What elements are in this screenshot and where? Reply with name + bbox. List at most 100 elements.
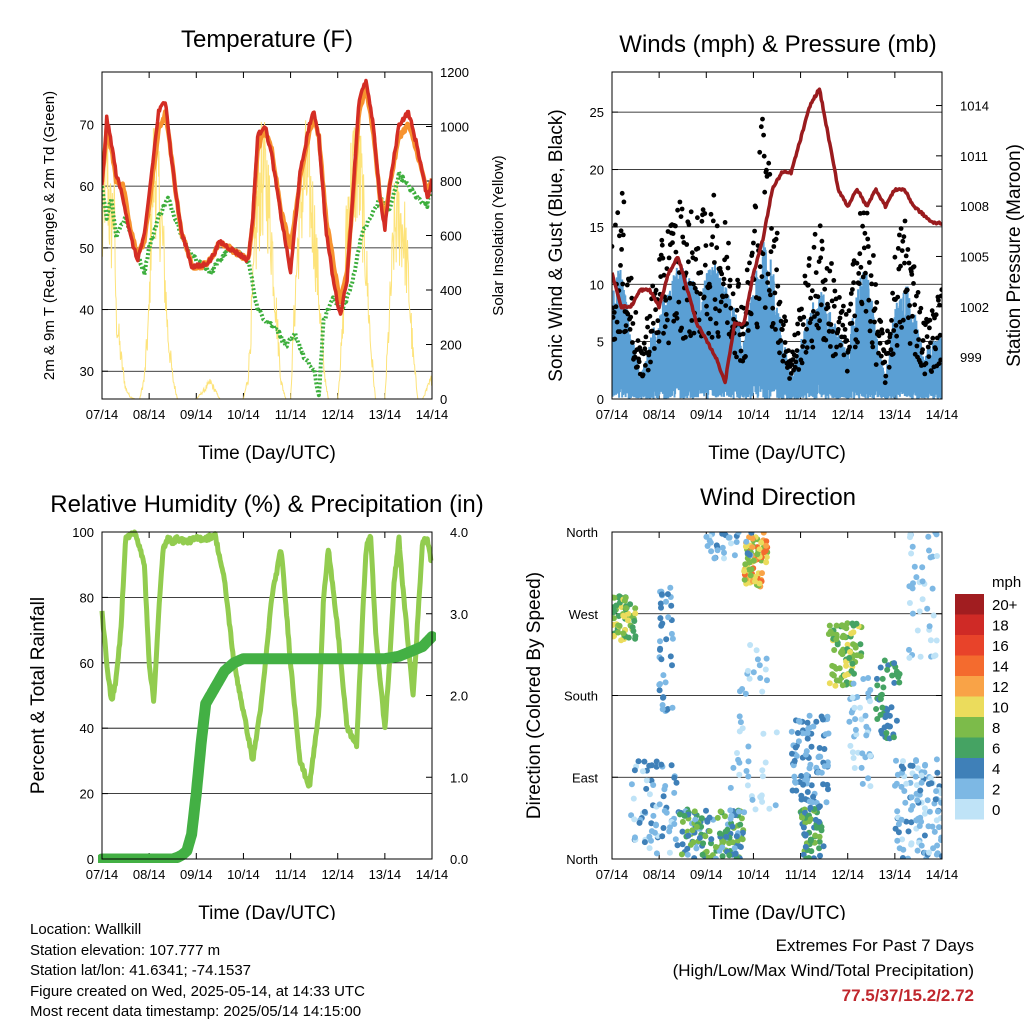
gust-point — [778, 318, 784, 324]
gust-point — [882, 380, 888, 386]
gust-point — [689, 250, 695, 256]
gust-point — [774, 267, 779, 273]
direction-point — [723, 833, 730, 840]
direction-point — [720, 838, 727, 845]
gust-point — [782, 314, 787, 320]
direction-point — [921, 805, 928, 812]
direction-point — [913, 782, 920, 789]
direction-point — [625, 617, 631, 624]
gust-point — [852, 313, 858, 319]
direction-point — [903, 780, 910, 787]
y2-tick-label: 1000 — [440, 120, 469, 135]
y-tick-label: 25 — [590, 105, 604, 120]
direction-point — [927, 775, 934, 782]
direction-point — [791, 773, 798, 780]
gust-point — [667, 295, 673, 301]
gust-point — [920, 338, 926, 343]
direction-point — [914, 627, 921, 634]
direction-point — [742, 690, 749, 697]
gust-point — [743, 354, 748, 359]
gust-point — [827, 268, 833, 274]
direction-point — [749, 796, 756, 803]
gust-point — [713, 306, 718, 312]
direction-point — [899, 836, 906, 843]
gust-point — [786, 348, 791, 353]
legend-label: 14 — [992, 659, 1009, 676]
gust-point — [895, 246, 901, 251]
gust-point — [653, 307, 658, 313]
gust-point — [846, 308, 852, 314]
gust-point — [715, 330, 721, 335]
direction-point — [717, 808, 724, 815]
direction-point — [938, 837, 942, 843]
direction-point — [708, 548, 715, 555]
gust-point — [687, 329, 692, 335]
location-text: Location: Wallkill — [30, 921, 142, 938]
gust-point — [915, 290, 921, 295]
direction-point — [849, 694, 856, 701]
gust-point — [666, 340, 671, 346]
gust-point — [842, 334, 847, 340]
direction-point — [800, 781, 807, 788]
gust-point — [772, 290, 778, 296]
gust-point — [807, 320, 813, 326]
gust-point — [679, 206, 685, 212]
direction-point — [912, 773, 919, 780]
gust-point — [885, 328, 890, 334]
direction-point — [658, 761, 665, 768]
direction-point — [618, 637, 625, 644]
panel-3: Relative Humidity (%) & Precipitation (i… — [28, 491, 484, 920]
direction-point — [914, 765, 921, 772]
gust-point — [663, 312, 669, 317]
gust-point — [894, 333, 899, 339]
gust-point — [848, 291, 854, 296]
direction-point — [937, 815, 942, 822]
gust-point — [732, 350, 738, 356]
direction-point — [851, 642, 858, 649]
x-tick-label: 07/14 — [596, 407, 629, 422]
direction-point — [669, 635, 676, 642]
gust-point — [903, 253, 909, 259]
gust-point — [874, 300, 880, 305]
gust-point — [850, 261, 856, 267]
direction-point — [763, 538, 770, 545]
direction-point — [789, 750, 795, 757]
direction-point — [632, 633, 639, 640]
y-tick-label: East — [572, 770, 598, 785]
gust-point — [891, 328, 897, 333]
x-tick-label: 08/14 — [133, 867, 166, 882]
gust-point — [642, 346, 648, 352]
direction-point — [756, 662, 763, 669]
gust-point — [812, 231, 818, 237]
gust-point — [673, 249, 679, 255]
direction-point — [806, 712, 813, 719]
direction-point — [621, 597, 628, 604]
gust-point — [823, 337, 829, 343]
direction-point — [759, 773, 766, 780]
gust-point — [922, 371, 928, 377]
gust-point — [659, 242, 665, 248]
direction-point — [816, 745, 823, 751]
direction-point — [659, 833, 666, 840]
gust-point — [680, 234, 686, 240]
direction-point — [763, 655, 770, 662]
direction-point — [877, 695, 884, 702]
gust-point — [892, 254, 898, 260]
direction-point — [669, 704, 676, 711]
x-axis-label: Time (Day/UTC) — [708, 443, 846, 464]
legend-label: 18 — [992, 618, 1009, 635]
direction-point — [924, 797, 931, 804]
gust-point — [688, 333, 693, 339]
gust-point — [886, 339, 891, 345]
gust-point — [620, 281, 626, 287]
x-tick-label: 10/14 — [737, 407, 770, 422]
gust-point — [613, 304, 619, 310]
direction-point — [736, 713, 743, 720]
direction-point — [737, 821, 744, 828]
y-tick-label: North — [566, 525, 598, 540]
legend-swatch — [955, 758, 984, 779]
gust-point — [920, 347, 925, 353]
y-axis-label: Percent & Total Rainfall — [28, 597, 49, 794]
gust-point — [624, 282, 630, 288]
x-tick-label: 08/14 — [643, 407, 676, 422]
